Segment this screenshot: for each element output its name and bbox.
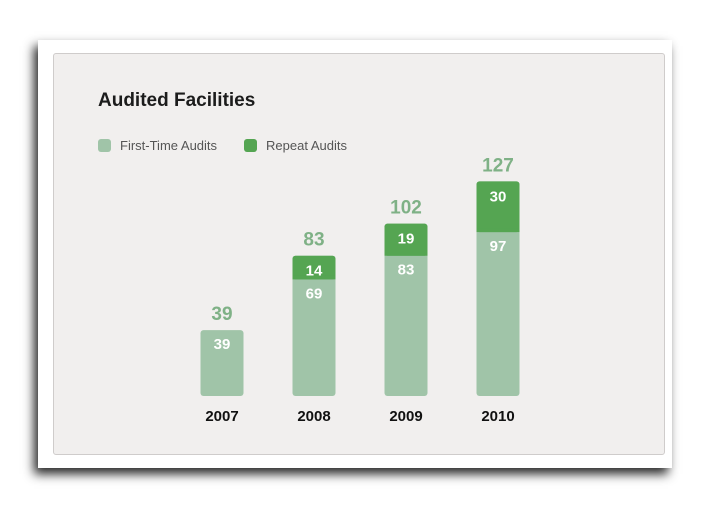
total-label-2010: 127 [482,155,514,176]
bar-repeat-2009 [384,223,428,256]
value-label-repeat-2008: 14 [306,263,323,280]
legend: First-Time Audits Repeat Audits [98,138,347,153]
value-label-first-time-2010: 97 [490,238,507,255]
bar-repeat-base-2010 [476,228,520,233]
legend-item-first-time: First-Time Audits [98,138,217,153]
bar-repeat-2010 [476,181,520,233]
total-label-2009: 102 [390,198,422,219]
x-tick-label-2008: 2008 [297,408,330,425]
value-label-first-time-2009: 83 [398,262,415,279]
bar-repeat-2008 [292,255,336,280]
chart-panel [53,53,665,455]
legend-swatch-repeat [244,139,258,152]
bar-first-time-2007 [200,330,244,396]
value-label-repeat-2010: 30 [490,188,507,205]
legend-label-first-time: First-Time Audits [120,138,218,153]
legend-item-repeat: Repeat Audits [244,138,347,153]
x-tick-label-2010: 2010 [481,408,514,425]
bar-repeat-base-2008 [292,275,336,280]
legend-swatch-first-time [98,139,111,152]
bar-first-time-2010 [476,181,520,396]
bar-first-time-2009 [384,223,428,396]
total-label-2007: 39 [211,304,232,325]
x-tick-label-2007: 2007 [205,408,238,425]
total-label-2008: 83 [303,230,324,251]
value-label-first-time-2007: 39 [214,336,231,353]
bar-first-time-2008 [292,255,336,396]
value-label-repeat-2009: 19 [398,231,415,248]
value-label-first-time-2008: 69 [306,285,323,302]
bar-repeat-base-2009 [384,251,428,256]
legend-label-repeat: Repeat Audits [266,138,347,153]
x-tick-label-2009: 2009 [389,408,422,425]
chart-title: Audited Facilities [98,90,256,111]
